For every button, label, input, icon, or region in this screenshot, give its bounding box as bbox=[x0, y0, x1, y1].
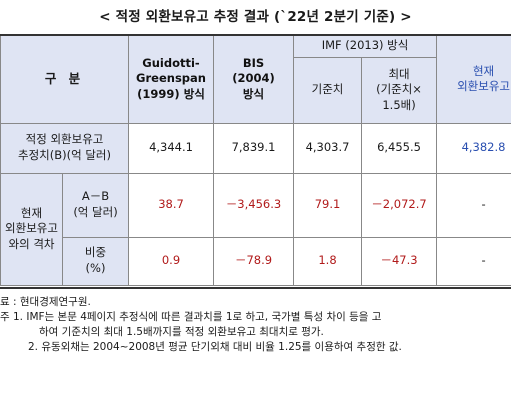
row-label-ratio: 비중 (%) bbox=[61, 236, 130, 286]
table-row-diff: 현재 외환보유고 와의 격차 A－B (억 달러) 38.7 －3,456.3 … bbox=[0, 172, 511, 286]
row-label-gap: 현재 외환보유고 와의 격차 bbox=[0, 172, 63, 286]
header-gubun: 구 분 bbox=[0, 34, 130, 124]
cell-diff-current: - bbox=[436, 172, 511, 238]
table-title: < 적정 외환보유고 추정 결과 (`22년 2분기 기준) > bbox=[99, 9, 412, 25]
cell-ratio-gg: 0.9 bbox=[128, 236, 215, 286]
cell-estimate-imf-base: 4,303.7 bbox=[293, 122, 363, 174]
note-source: 료 : 현대경제연구원. bbox=[0, 296, 91, 308]
cell-ratio-bis: －78.9 bbox=[213, 236, 295, 286]
cell-estimate-imf-max: 6,455.5 bbox=[361, 122, 438, 174]
cell-diff-bis: －3,456.3 bbox=[213, 172, 295, 238]
cell-diff-imf-max: －2,072.7 bbox=[361, 172, 438, 238]
reserve-estimate-table: 구 분 Guidotti- Greenspan (1999) 방식 BIS (2… bbox=[0, 34, 511, 286]
cell-ratio-imf-base: 1.8 bbox=[293, 236, 363, 286]
table-notes: 료 : 현대경제연구원. 주 1. IMF는 본문 4페이지 추정식에 따른 결… bbox=[0, 295, 511, 355]
cell-ratio-current: - bbox=[436, 236, 511, 286]
row-label-diff: A－B (억 달러) bbox=[61, 172, 130, 238]
header-current-reserve: 현재 외환보유고 bbox=[436, 34, 511, 124]
note-2: 2. 유동외채는 2004~2008년 평균 단기외채 대비 비율 1.25를 … bbox=[28, 341, 402, 353]
cell-estimate-bis: 7,839.1 bbox=[213, 122, 295, 174]
header-imf-group: IMF (2013) 방식 bbox=[293, 34, 438, 58]
header-imf-max: 최대 (기준치× 1.5배) bbox=[361, 56, 438, 124]
table-bottom-rule bbox=[0, 287, 511, 289]
header-imf-base: 기준치 bbox=[293, 56, 363, 124]
cell-estimate-current: 4,382.8 bbox=[436, 122, 511, 174]
cell-diff-imf-base: 79.1 bbox=[293, 172, 363, 238]
cell-diff-gg: 38.7 bbox=[128, 172, 215, 238]
header-bis: BIS (2004) 방식 bbox=[213, 34, 295, 124]
row-label-estimate: 적정 외환보유고 추정치(B)(억 달러) bbox=[0, 122, 130, 174]
note-1-line-1: 주 1. IMF는 본문 4페이지 추정식에 따른 결과치를 1로 하고, 국가… bbox=[0, 311, 382, 323]
table-row-ratio: 비중 (%) 0.9 －78.9 1.8 －47.3 - bbox=[1, 236, 511, 286]
note-1-line-2: 하여 기준치의 최대 1.5배까지를 적정 외환보유고 최대치로 평가. bbox=[39, 326, 324, 338]
header-guidotti-greenspan: Guidotti- Greenspan (1999) 방식 bbox=[128, 34, 215, 124]
table-row-estimate: 적정 외환보유고 추정치(B)(억 달러) 4,344.1 7,839.1 4,… bbox=[0, 122, 511, 174]
cell-ratio-imf-max: －47.3 bbox=[361, 236, 438, 286]
cell-estimate-gg: 4,344.1 bbox=[128, 122, 215, 174]
